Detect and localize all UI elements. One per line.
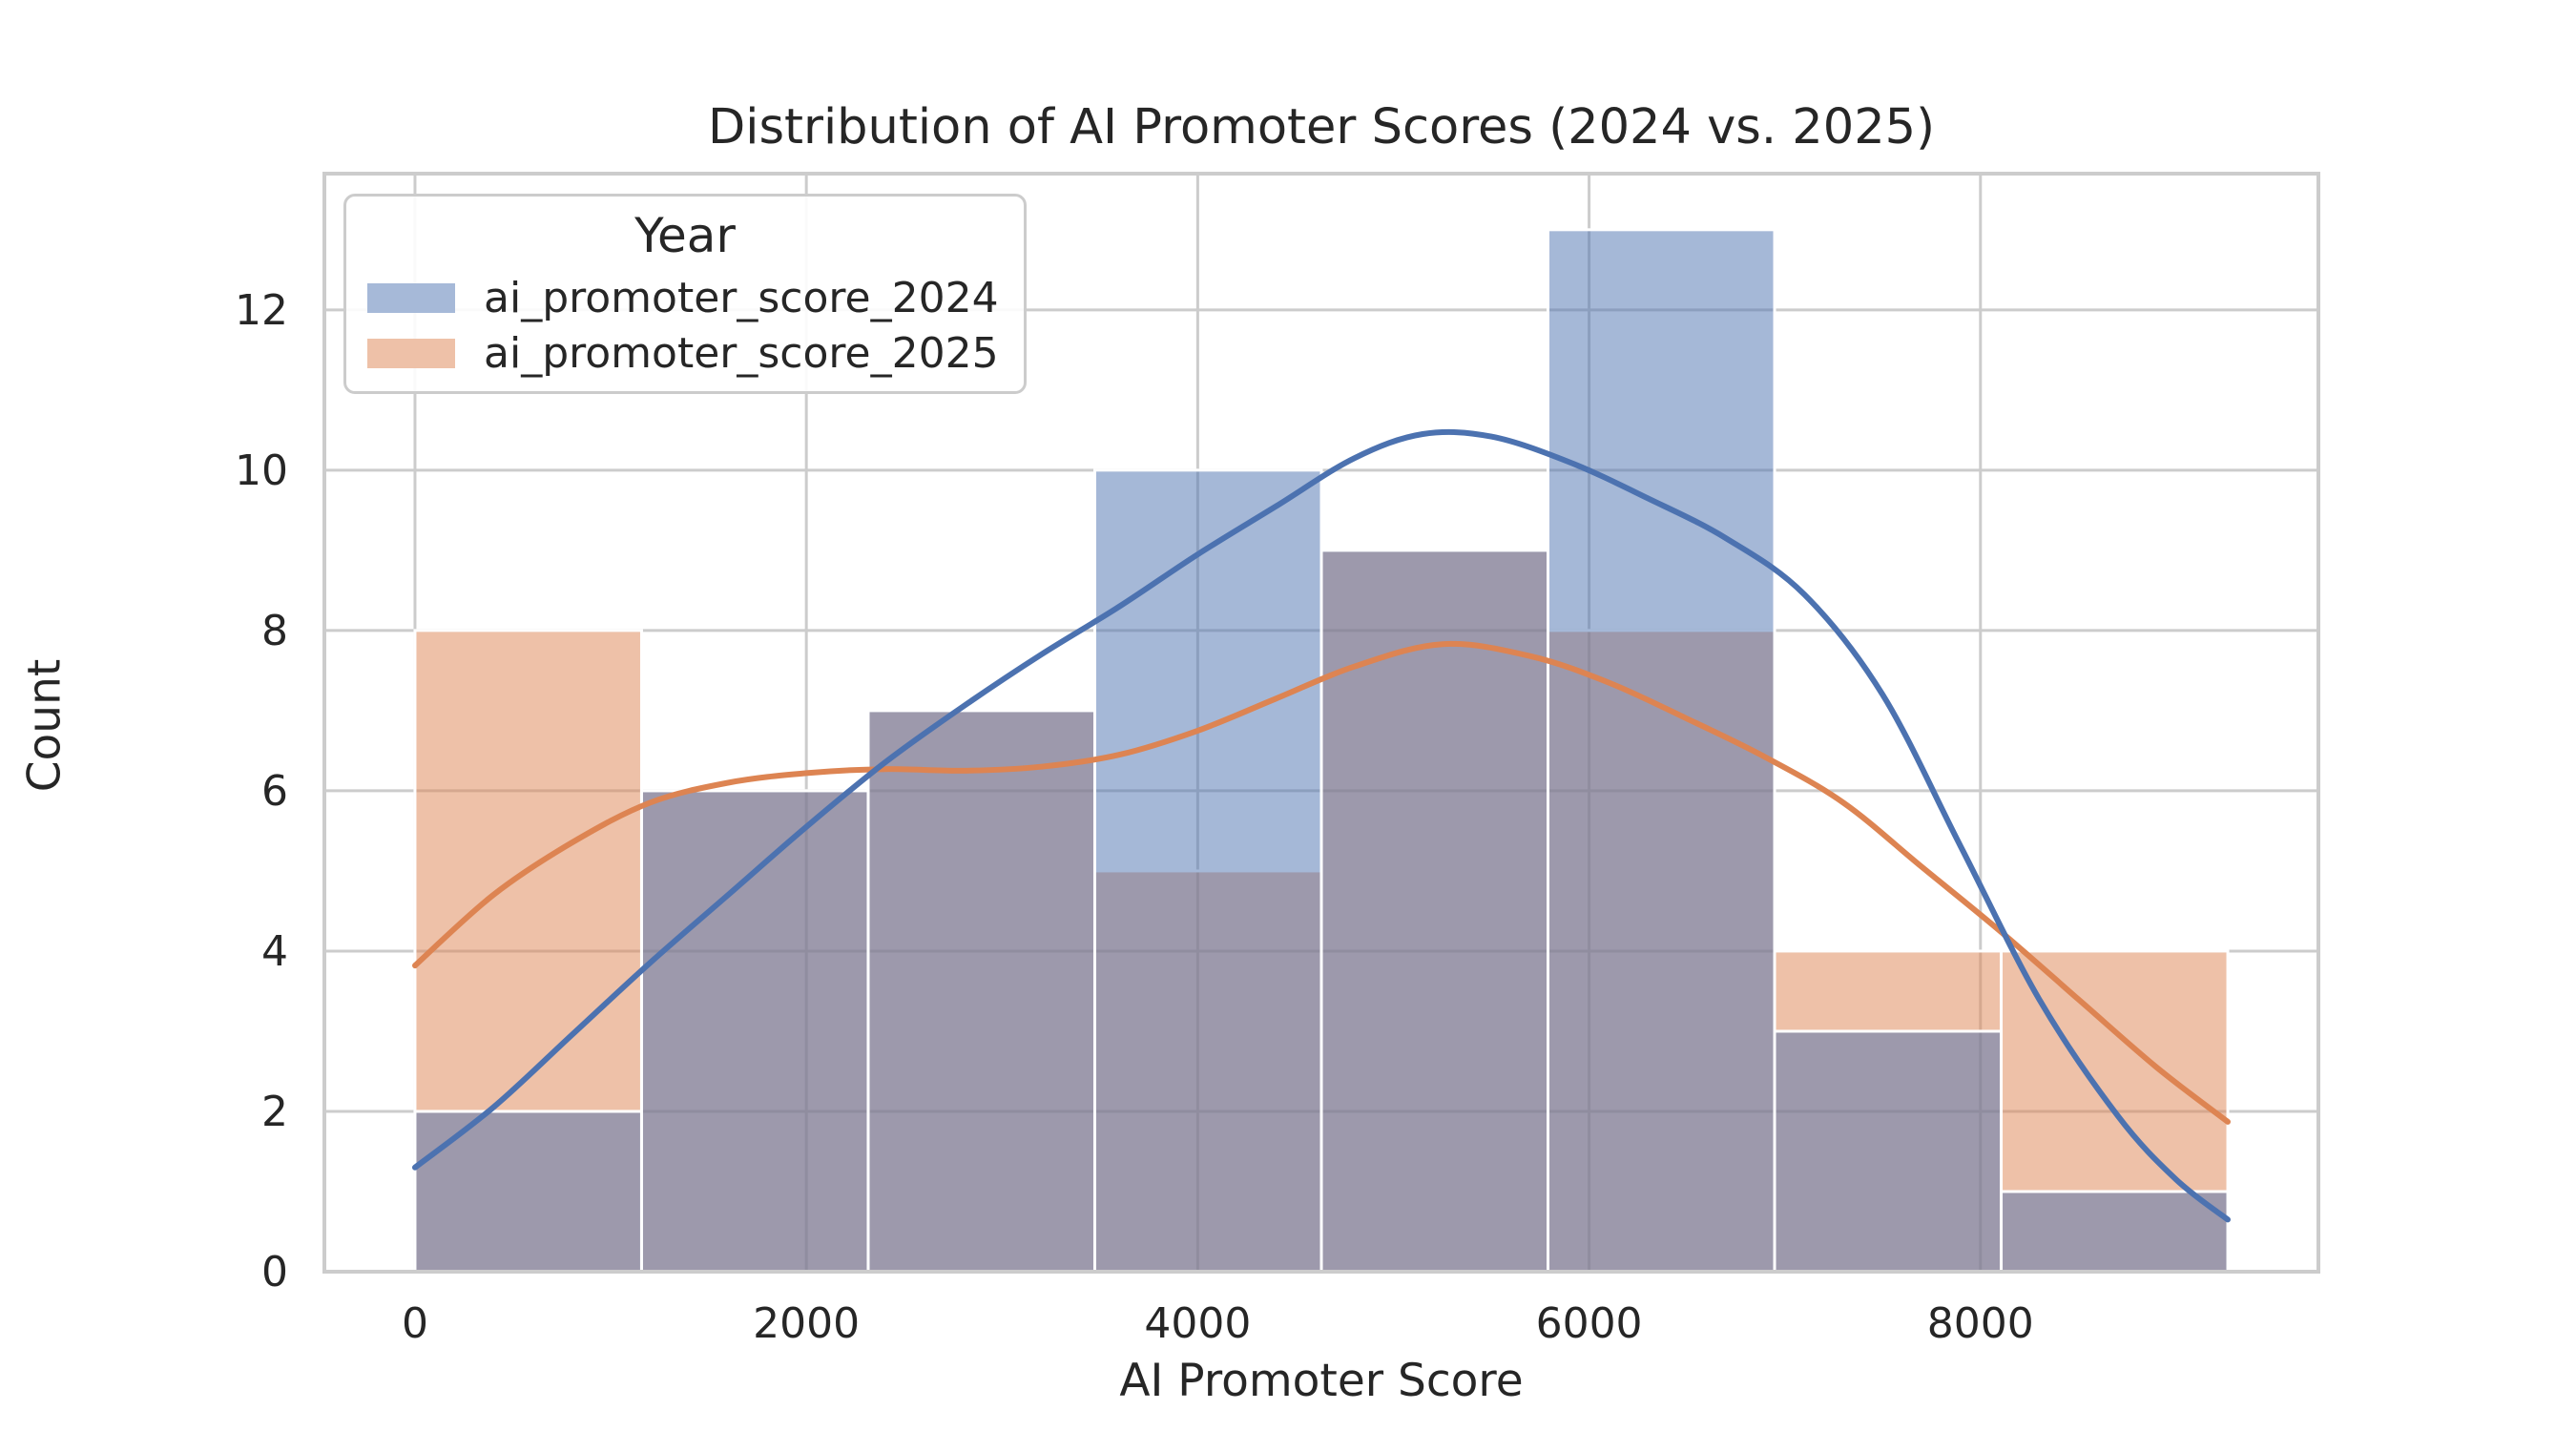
legend-row-2025: ai_promoter_score_2025 (346, 329, 1024, 378)
bar-ai_promoter_score_2024-bin-0 (413, 1110, 643, 1274)
y-tick-label-4: 4 (261, 927, 288, 976)
x-tick-label-2000: 2000 (753, 1299, 860, 1348)
chart-title: Distribution of AI Promoter Scores (2024… (708, 99, 1935, 156)
y-tick-label-0: 0 (261, 1248, 288, 1296)
legend-row-2024: ai_promoter_score_2024 (346, 273, 1024, 322)
kde-curve-ai_promoter_score_2025 (412, 640, 2231, 1125)
x-tick-label-6000: 6000 (1536, 1299, 1643, 1348)
y-tick-label-10: 10 (235, 446, 288, 495)
bar-ai_promoter_score_2024-bin-1 (639, 789, 870, 1274)
y-axis-label: Count (18, 658, 72, 793)
axes-border (322, 172, 2320, 1274)
bar-ai_promoter_score_2024-bin-6 (1773, 1029, 2004, 1274)
legend-swatch-2025 (367, 338, 455, 368)
y-tick-label-8: 8 (261, 607, 288, 655)
y-tick-label-2: 2 (261, 1088, 288, 1136)
x-tick-label-8000: 8000 (1927, 1299, 2034, 1348)
x-axis-label: AI Promoter Score (1119, 1355, 1524, 1407)
bar-ai_promoter_score_2024-bin-5 (1547, 228, 1776, 1274)
legend-label-2025: ai_promoter_score_2025 (484, 328, 999, 378)
x-tick-label-4000: 4000 (1144, 1299, 1251, 1348)
legend: Year ai_promoter_score_2024 ai_promoter_… (343, 194, 1027, 394)
bar-ai_promoter_score_2024-bin-3 (1092, 468, 1323, 1274)
x-tick-label-0: 0 (402, 1299, 428, 1348)
bar-ai_promoter_score_2024-bin-4 (1319, 549, 1550, 1274)
y-tick-label-12: 12 (235, 286, 288, 335)
kde-curve-ai_promoter_score_2024 (412, 428, 2231, 1223)
y-tick-label-6: 6 (261, 767, 288, 816)
bar-ai_promoter_score_2024-bin-7 (2000, 1190, 2230, 1274)
legend-swatch-2024 (367, 282, 455, 313)
legend-title: Year (634, 208, 736, 263)
legend-label-2024: ai_promoter_score_2024 (484, 273, 999, 322)
bar-ai_promoter_score_2024-bin-2 (866, 709, 1096, 1274)
